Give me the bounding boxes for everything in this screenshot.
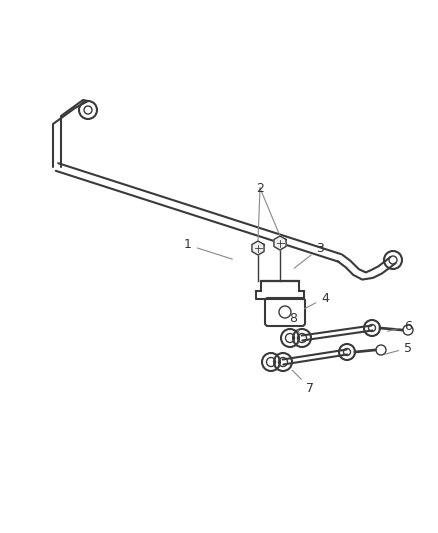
Polygon shape <box>252 241 264 255</box>
Text: 4: 4 <box>304 292 329 309</box>
Text: 2: 2 <box>256 182 264 195</box>
Text: 7: 7 <box>292 370 314 394</box>
Text: 8: 8 <box>289 311 299 333</box>
Text: 3: 3 <box>294 241 324 268</box>
Polygon shape <box>274 236 286 250</box>
Text: 5: 5 <box>385 342 412 354</box>
Text: 6: 6 <box>388 319 412 333</box>
Text: 1: 1 <box>184 238 232 259</box>
